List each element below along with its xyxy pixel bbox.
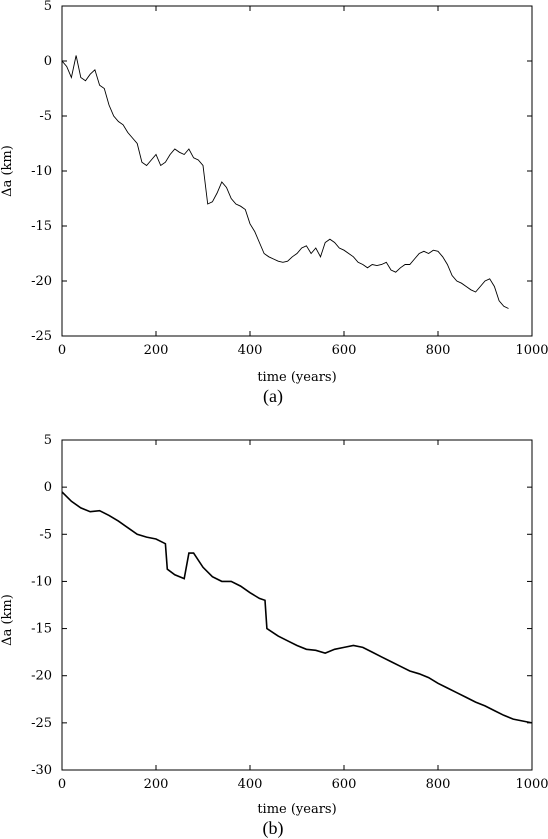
y-tick-label: -15 bbox=[31, 219, 52, 234]
y-tick-label: 5 bbox=[44, 0, 52, 14]
x-tick-label: 800 bbox=[426, 777, 451, 792]
series-line-a bbox=[61, 55, 509, 309]
y-tick-label: -5 bbox=[39, 109, 52, 124]
x-tick-label: 800 bbox=[426, 343, 451, 358]
x-tick-label: 200 bbox=[144, 343, 169, 358]
y-tick-label: -15 bbox=[31, 622, 52, 637]
x-tick-label: 0 bbox=[58, 343, 66, 358]
y-tick-label: -10 bbox=[31, 574, 52, 589]
x-tick-label: 400 bbox=[238, 777, 263, 792]
y-tick-label: -5 bbox=[39, 527, 52, 542]
y-tick-label: -25 bbox=[31, 716, 52, 731]
x-tick-label: 400 bbox=[238, 343, 263, 358]
chart-panel-b: 0 200 400 600 800 1000 5 0 -5 -10 -15 -20 -25 -30 ti… bbox=[0, 433, 548, 839]
x-tick-label: 600 bbox=[332, 777, 357, 792]
y-ticks-b: 5 0 -5 -10 -15 -20 -25 -30 bbox=[31, 433, 532, 778]
y-tick-label: -10 bbox=[31, 164, 52, 179]
y-tick-label: 5 bbox=[44, 433, 52, 448]
x-tick-label: 600 bbox=[332, 343, 357, 358]
x-tick-label: 200 bbox=[144, 777, 169, 792]
plot-frame-b bbox=[61, 439, 533, 771]
x-tick-label: 1000 bbox=[515, 777, 548, 792]
y-tick-label: -30 bbox=[31, 763, 52, 778]
series-line-b bbox=[61, 491, 533, 724]
x-axis-label-b: time (years) bbox=[257, 802, 336, 817]
y-tick-label: -25 bbox=[31, 329, 52, 344]
y-ticks-a: 5 0 -5 -10 -15 -20 -25 bbox=[31, 0, 532, 344]
x-ticks-b: 0 200 400 600 800 1000 bbox=[58, 440, 548, 792]
y-tick-label: 0 bbox=[44, 54, 52, 69]
chart-panel-a: 0 200 400 600 800 1000 5 0 -5 -10 -15 -20 -25 time … bbox=[0, 0, 548, 407]
y-axis-label-a: Δa (km) bbox=[0, 145, 15, 197]
y-tick-label: -20 bbox=[31, 669, 52, 684]
x-ticks-a: 0 200 400 600 800 1000 bbox=[58, 6, 548, 358]
y-tick-label: 0 bbox=[44, 480, 52, 495]
y-axis-label-b: Δa (km) bbox=[0, 594, 15, 646]
panel-label-b: (b) bbox=[263, 818, 284, 839]
x-tick-label: 1000 bbox=[515, 343, 548, 358]
y-tick-label: -20 bbox=[31, 274, 52, 289]
x-axis-label-a: time (years) bbox=[257, 370, 336, 385]
x-tick-label: 0 bbox=[58, 777, 66, 792]
panel-label-a: (a) bbox=[263, 386, 283, 407]
plot-frame-a bbox=[61, 5, 533, 337]
